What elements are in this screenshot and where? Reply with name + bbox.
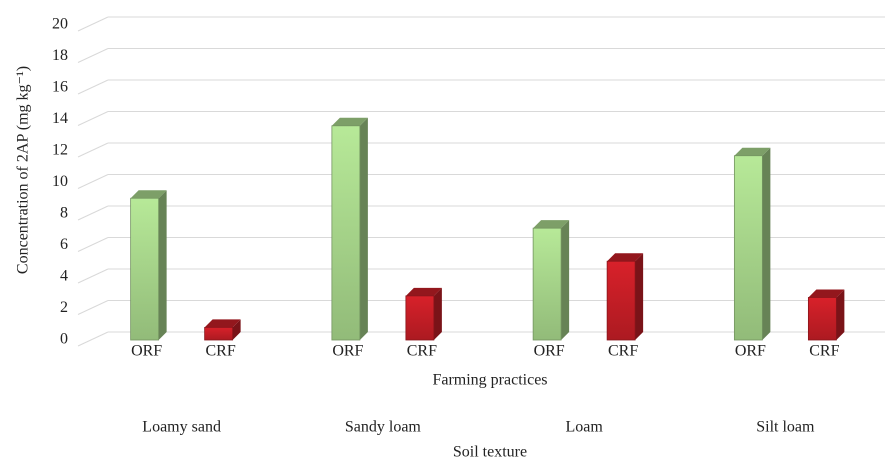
y-tick-label: 16 <box>52 79 68 96</box>
grid-line <box>77 79 109 95</box>
bar-top <box>331 117 368 126</box>
grid-line <box>77 174 109 189</box>
grid-line <box>77 48 109 63</box>
bar-top <box>405 287 442 296</box>
group-label: Silt loam <box>756 419 815 436</box>
group-label: Loamy sand <box>142 419 221 436</box>
bar-top <box>533 220 570 229</box>
x-axis-label: Farming practices <box>432 372 547 389</box>
grid-line <box>77 268 109 284</box>
grid-line <box>77 331 109 347</box>
grid-line <box>77 300 109 315</box>
bar <box>733 155 763 341</box>
grid-line <box>77 16 109 32</box>
x-tick-label: CRF <box>407 343 437 360</box>
y-tick-label: 4 <box>60 268 68 285</box>
grid-line <box>77 205 109 221</box>
y-tick-label: 8 <box>60 205 68 222</box>
grid-line <box>77 142 109 158</box>
y-tick-label: 6 <box>60 236 68 253</box>
bar-side <box>232 319 241 340</box>
y-tick-label: 18 <box>52 47 68 64</box>
bar-side <box>635 253 644 340</box>
bar-side <box>359 117 368 340</box>
x-tick-label: ORF <box>332 343 363 360</box>
bar <box>130 197 160 341</box>
group-label: Loam <box>565 419 603 436</box>
bar-side <box>836 289 845 340</box>
bar-side <box>158 190 167 340</box>
y-tick-label: 10 <box>52 173 68 190</box>
bar <box>405 295 435 341</box>
y-axis-label: Concentration of 2AP (mg kg⁻¹) <box>15 66 32 274</box>
bar-top <box>607 253 644 262</box>
x-tick-label: CRF <box>206 343 236 360</box>
group-axis-label: Soil texture <box>453 444 527 461</box>
bar <box>532 227 562 341</box>
x-tick-label: CRF <box>608 343 638 360</box>
x-tick-label: ORF <box>131 343 162 360</box>
x-tick-label: ORF <box>735 343 766 360</box>
y-tick-label: 12 <box>52 142 68 159</box>
bar-side <box>433 287 442 340</box>
bar <box>807 297 837 341</box>
grid-line <box>77 111 109 126</box>
bar-top <box>734 147 771 156</box>
y-tick-label: 20 <box>52 16 68 33</box>
grid-line <box>77 237 109 252</box>
x-tick-label: ORF <box>534 343 565 360</box>
bar-top <box>130 190 167 199</box>
bar <box>331 125 361 341</box>
bar-top <box>808 289 845 298</box>
bar-top <box>204 319 241 328</box>
y-tick-label: 2 <box>60 299 68 316</box>
bar <box>204 326 234 341</box>
y-tick-label: 14 <box>52 110 68 127</box>
bar-side <box>561 220 570 340</box>
group-label: Sandy loam <box>345 419 422 436</box>
bar-side <box>762 147 771 340</box>
bar <box>606 260 636 341</box>
y-tick-label: 0 <box>60 331 68 348</box>
x-tick-label: CRF <box>809 343 839 360</box>
